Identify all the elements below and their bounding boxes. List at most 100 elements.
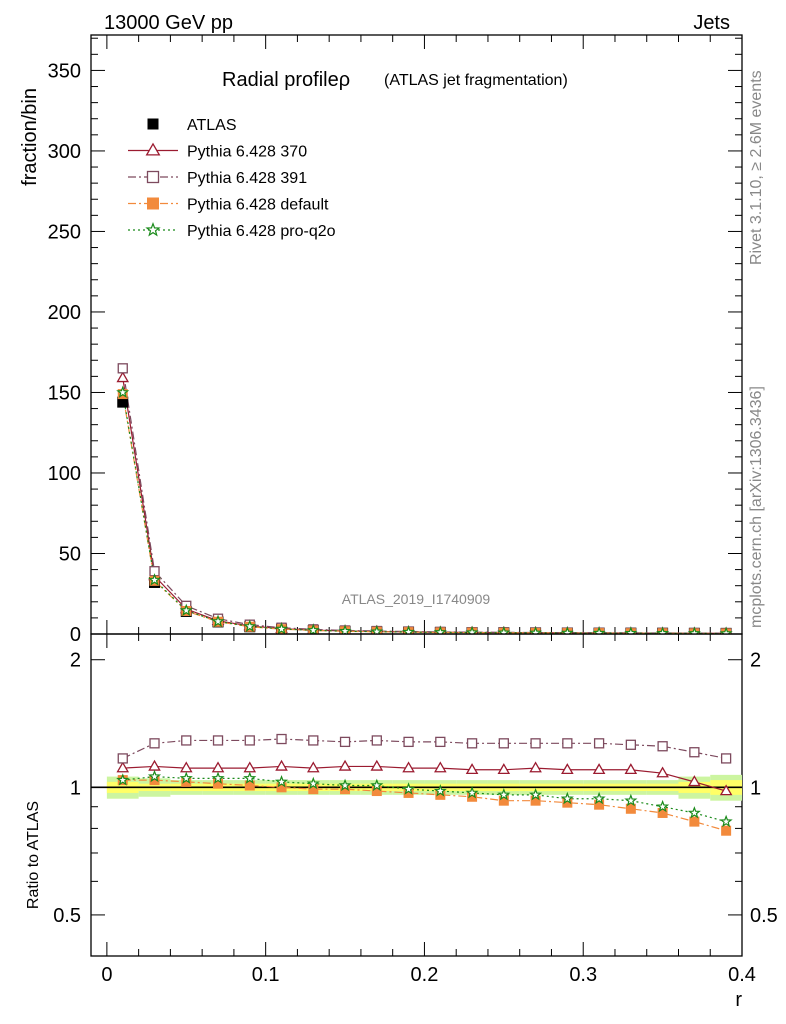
main-point <box>243 619 257 633</box>
ratio-point <box>719 784 733 796</box>
ratio-frame <box>90 633 743 957</box>
ratio-data <box>91 733 742 836</box>
ratio-point <box>625 803 636 814</box>
ratio-point <box>275 759 288 771</box>
main-y-tick-label: 50 <box>59 543 81 565</box>
header-left: 13000 GeV pp <box>104 12 233 34</box>
ratio-point <box>370 778 384 792</box>
chart-title-text: Radial profileρ <box>222 69 350 91</box>
main-point <box>592 626 606 634</box>
x-tick-label: 0 <box>101 964 112 986</box>
ratio-y-tick-label-left: 0.5 <box>53 905 81 927</box>
ratio-ylabel: Ratio to ATLAS <box>25 801 42 909</box>
main-point <box>560 626 574 634</box>
ratio-point <box>244 735 255 746</box>
legend-marker <box>147 197 159 210</box>
main-panel: 0 50 100 150 200 250 300 350 <box>48 34 743 646</box>
legend-marker <box>145 142 161 156</box>
ratio-point <box>212 735 224 746</box>
ratio-point <box>338 759 352 771</box>
ratio-point <box>402 761 415 773</box>
main-point <box>687 626 701 634</box>
ratio-point <box>147 769 162 783</box>
ratio-point <box>465 786 479 799</box>
legend-label: Pythia 6.428 391 <box>187 170 307 187</box>
ratio-y-tick-label-right: 0.5 <box>750 905 778 927</box>
ratio-point <box>625 739 637 750</box>
x-axis-label: r <box>735 989 742 1011</box>
main-point <box>306 623 320 634</box>
ratio-point <box>116 761 130 773</box>
ratio-point <box>466 738 478 749</box>
ratio-point <box>434 761 447 773</box>
ratio-point <box>179 771 193 784</box>
main-data <box>116 363 733 634</box>
ratio-point <box>306 761 320 773</box>
ratio-point <box>276 733 287 745</box>
ratio-point <box>497 763 511 775</box>
main-y-tick-label: 300 <box>48 141 81 163</box>
main-point <box>656 626 670 634</box>
ratio-point <box>593 738 605 749</box>
ratio-panel: 0 0.1 0.2 0.3 0.4 0.5 0.5 1 1 2 2 <box>53 633 778 986</box>
ratio-point <box>211 771 225 784</box>
ratio-point <box>371 735 382 746</box>
main-point <box>116 371 130 383</box>
ratio-point <box>433 784 447 797</box>
ratio-point <box>719 814 733 828</box>
ratio-point <box>117 753 128 764</box>
main-y-tick-label: 250 <box>48 221 81 243</box>
ratio-point <box>720 753 732 764</box>
ratio-point <box>181 735 192 746</box>
legend-label: Pythia 6.428 pro-q2o <box>187 223 336 240</box>
x-tick-label: 0.1 <box>252 964 280 986</box>
ratio-y-tick-label-left: 2 <box>70 650 81 672</box>
legend-label: ATLAS <box>187 117 237 134</box>
main-ylabel: fraction/bin <box>19 88 41 186</box>
ratio-point <box>465 763 479 775</box>
x-tick-label: 0.3 <box>569 964 597 986</box>
ratio-point <box>274 774 289 788</box>
ratio-point <box>498 738 509 749</box>
main-point <box>179 603 193 617</box>
ratio-point <box>562 738 573 749</box>
x-tick-label: 0.2 <box>411 964 439 986</box>
chart-title: Radial profileρ (ATLAS jet fragmentation… <box>222 69 568 91</box>
main-point <box>274 622 289 634</box>
ratio-point <box>721 825 732 836</box>
rivet-label: Rivet 3.1.10, ≥ 2.6M events <box>748 70 765 265</box>
ratio-series-line <box>122 765 727 792</box>
ratio-point <box>435 736 446 748</box>
ratio-point <box>370 759 384 771</box>
analysis-label: ATLAS_2019_I1740909 <box>342 591 491 607</box>
ratio-point <box>624 793 638 807</box>
ratio-point <box>306 776 320 790</box>
ratio-series-line <box>122 775 727 823</box>
main-point <box>719 626 733 634</box>
ratio-point <box>689 747 700 758</box>
main-y-tick-label: 200 <box>48 302 81 324</box>
ratio-point <box>529 761 542 773</box>
ratio-point <box>338 778 352 792</box>
ratio-point <box>560 791 574 805</box>
ratio-point <box>530 738 541 749</box>
legend-label: Pythia 6.428 370 <box>187 144 307 161</box>
ratio-point <box>688 775 701 787</box>
ratio-y-tick-label-right: 2 <box>750 650 761 672</box>
ratio-y-tick-label-right: 1 <box>750 777 761 799</box>
ratio-point <box>116 773 130 786</box>
ratio-point <box>529 787 543 801</box>
main-y-tick-label: 0 <box>70 624 81 646</box>
legend-marker <box>147 118 159 130</box>
ratio-point <box>401 782 416 795</box>
ratio-point <box>243 761 257 773</box>
x-tick-label: 0.4 <box>728 964 756 986</box>
main-point <box>433 625 447 634</box>
ratio-point <box>656 766 669 778</box>
header-right: Jets <box>693 12 730 34</box>
legend-marker <box>145 221 161 237</box>
ratio-point <box>657 741 668 752</box>
ratio-point <box>624 763 638 775</box>
ratio-point <box>497 787 511 801</box>
